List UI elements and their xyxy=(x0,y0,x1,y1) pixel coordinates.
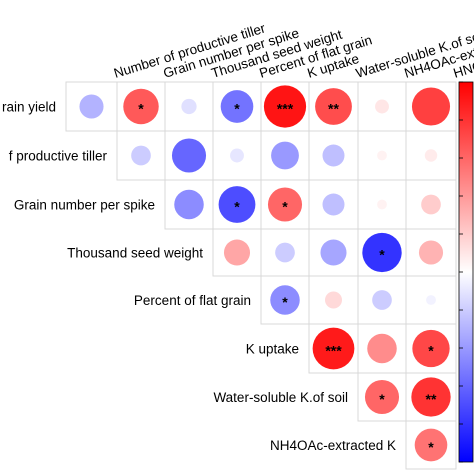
correlation-circle xyxy=(372,290,392,310)
correlation-circle xyxy=(364,379,400,415)
row-label: f productive tiller xyxy=(9,149,108,164)
significance-label: * xyxy=(234,199,240,215)
significance-label: ** xyxy=(328,101,339,117)
correlation-circle xyxy=(411,377,451,417)
row-label: Thousand seed weight xyxy=(67,246,203,261)
colorbar xyxy=(458,81,474,463)
correlation-circle xyxy=(270,285,300,315)
row-label: Grain number per spike xyxy=(14,198,155,213)
correlation-circle xyxy=(367,333,397,364)
correlation-circle xyxy=(123,88,159,125)
correlation-circle xyxy=(426,295,436,305)
correlation-circle xyxy=(424,149,438,162)
correlation-circle xyxy=(171,138,207,173)
significance-label: *** xyxy=(277,101,294,117)
correlation-circle xyxy=(315,88,352,125)
row-labels: rain yield f productive tiller Grain numbe… xyxy=(2,100,396,454)
correlation-circle xyxy=(320,239,347,266)
correlation-circle xyxy=(324,291,343,309)
significance-label: * xyxy=(282,199,288,215)
correlation-circle xyxy=(312,327,355,370)
correlation-circle xyxy=(218,186,256,223)
significance-label: * xyxy=(428,439,434,455)
correlation-circle xyxy=(362,232,402,273)
correlation-circle xyxy=(414,428,448,462)
correlation-circle xyxy=(263,85,307,128)
correlation-circle xyxy=(377,150,387,161)
significance-label: * xyxy=(234,101,240,117)
significance-label: *** xyxy=(325,343,342,359)
row-label: K uptake xyxy=(246,342,299,357)
correlation-circle xyxy=(271,141,299,170)
grid-row-7 xyxy=(405,420,457,470)
correlation-circle xyxy=(421,194,441,215)
significance-label: * xyxy=(379,391,385,407)
row-label: NH4OAc-extracted K xyxy=(270,438,396,453)
correlation-circle xyxy=(275,242,295,263)
significance-label: * xyxy=(282,294,288,310)
correlation-circle xyxy=(418,240,444,265)
row-label: Percent of flat grain xyxy=(134,293,251,308)
correlation-circle xyxy=(79,94,104,119)
correlation-circle xyxy=(322,144,345,167)
correlation-circle xyxy=(131,145,151,166)
correlation-circle xyxy=(412,329,450,368)
significance-label: ** xyxy=(426,391,437,407)
row-label: Water-soluble K.of soil xyxy=(213,390,348,405)
correlation-circle xyxy=(375,99,389,114)
correlation-circle xyxy=(220,90,254,123)
correlation-circle xyxy=(181,98,197,115)
correlation-circle xyxy=(322,193,345,216)
significance-label: * xyxy=(428,343,434,359)
significance-label: * xyxy=(138,101,144,117)
matrix-grid: * * *** *** ****** ** *** xyxy=(65,81,457,470)
correlation-circle xyxy=(223,239,251,266)
correlation-circle xyxy=(230,148,244,163)
grid-row-2 xyxy=(164,179,457,230)
correlation-circle xyxy=(377,199,387,210)
significance-label: * xyxy=(379,247,385,263)
correlation-circle xyxy=(174,189,204,220)
row-label: rain yield xyxy=(2,100,56,115)
correlation-circle xyxy=(411,87,451,126)
correlation-circle xyxy=(267,187,303,222)
